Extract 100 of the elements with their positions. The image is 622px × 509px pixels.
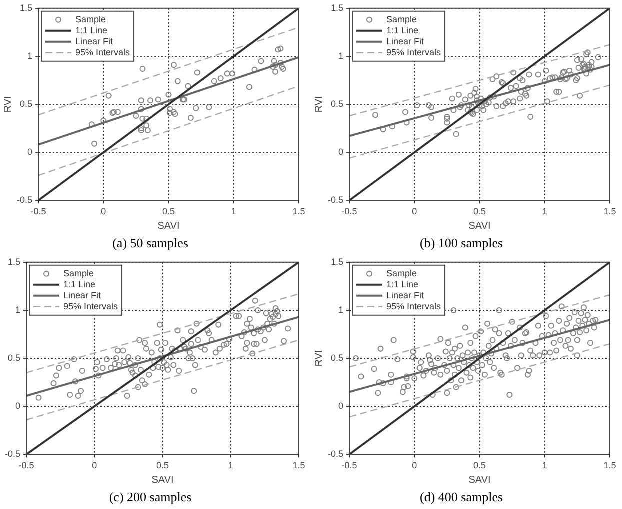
y-tick-label: 0.5 [8,352,21,363]
legend-label: Sample [76,14,106,24]
legend-label: 95% Intervals [386,47,442,58]
x-tick-label: 1.5 [604,206,616,216]
y-tick-label: 1.5 [330,256,344,267]
y-axis-title: RVI [314,96,325,113]
y-tick-label: -0.5 [4,449,21,460]
point [218,76,224,82]
text: (b) 100 samples [420,236,504,251]
y-tick-label: -0.5 [328,449,344,460]
point [224,70,230,77]
y-tick-label: 0.5 [20,98,33,109]
y-tick-label: 1 [338,304,344,315]
point [246,84,253,90]
point [140,66,146,72]
point [272,68,279,75]
legend-label: 1:1 Line [76,25,108,36]
point [167,106,174,112]
legend-label: 95% Intervals [386,301,442,312]
x-tick-label: 0.5 [473,206,486,216]
point [172,111,178,118]
legend-label: Sample [64,268,94,278]
y-tick-label: 1 [15,304,21,315]
text: (d) 400 samples [420,490,504,505]
point [170,109,177,116]
y-tick-label: 0 [27,147,33,158]
point [140,116,146,122]
point [138,106,144,112]
x-tick-label: 0 [412,460,418,470]
text: (c) 200 samples [109,490,192,505]
x-tick-label: 0.5 [473,460,486,470]
point [144,116,150,122]
point [230,70,236,77]
x-axis-title: SAVI [152,475,174,486]
x-axis-title: SAVI [468,475,491,486]
point [114,109,121,116]
x-tick-label: 0 [101,206,106,216]
text: (a) 50 samples [112,236,188,251]
y-tick-label: 0.5 [330,352,344,363]
y-tick-label: 1.5 [20,2,33,13]
point [271,58,278,64]
point [188,114,194,121]
x-tick-label: 1 [231,206,236,216]
point [144,122,150,129]
legend-label: 1:1 Line [64,279,96,290]
legend-label: 95% Intervals [64,301,119,312]
point [144,127,151,134]
legend-label: 1:1 Line [386,279,419,290]
point [155,96,162,103]
y-tick-label: 1.5 [330,2,344,13]
x-tick-label: 0.5 [162,206,176,216]
point [193,105,200,112]
y-tick-label: 1.5 [8,256,21,267]
point [275,46,282,53]
point [185,83,192,90]
legend-label: Linear Fit [386,290,425,300]
x-tick-label: 1.5 [292,206,306,216]
point [174,78,181,84]
legend-label: Sample [386,14,418,24]
legend-label: Linear Fit [64,290,102,300]
point [278,46,284,52]
point [258,58,264,64]
x-tick-label: 0 [92,460,98,470]
x-tick-label: 1 [228,460,234,470]
point [167,110,174,116]
x-tick-label: 0 [412,206,418,216]
point [278,60,284,66]
y-axis-title: RVI [314,350,325,367]
y-tick-label: 0 [15,401,21,412]
y-tick-label: -0.5 [328,195,344,206]
y-tick-label: 1 [27,50,33,61]
point [194,70,200,76]
point [206,104,212,110]
legend-label: Linear Fit [76,36,114,46]
legend-label: 95% Intervals [76,47,131,58]
legend-label: 1:1 Line [386,25,419,36]
point [133,113,140,120]
legend-label: Sample [386,268,418,278]
point [270,64,276,70]
point [92,140,98,147]
y-tick-label: 0 [338,401,344,412]
x-tick-label: 1.5 [292,460,306,470]
y-tick-label: 1 [338,50,344,61]
point [166,92,172,98]
x-tick-label: 1 [542,206,548,216]
x-tick-label: 0.5 [156,460,170,470]
point [138,98,144,104]
y-axis-title: RVI [2,96,14,113]
point [148,98,154,104]
point [170,62,177,68]
x-axis-title: SAVI [158,221,180,232]
y-tick-label: 0 [338,147,344,158]
legend-label: Linear Fit [386,36,425,46]
y-tick-label: -0.5 [16,195,33,206]
point [272,62,279,68]
y-tick-label: 0.5 [330,98,344,109]
point [211,78,218,84]
x-axis-title: SAVI [468,221,491,232]
point [106,92,112,99]
x-tick-label: 1 [542,460,548,470]
